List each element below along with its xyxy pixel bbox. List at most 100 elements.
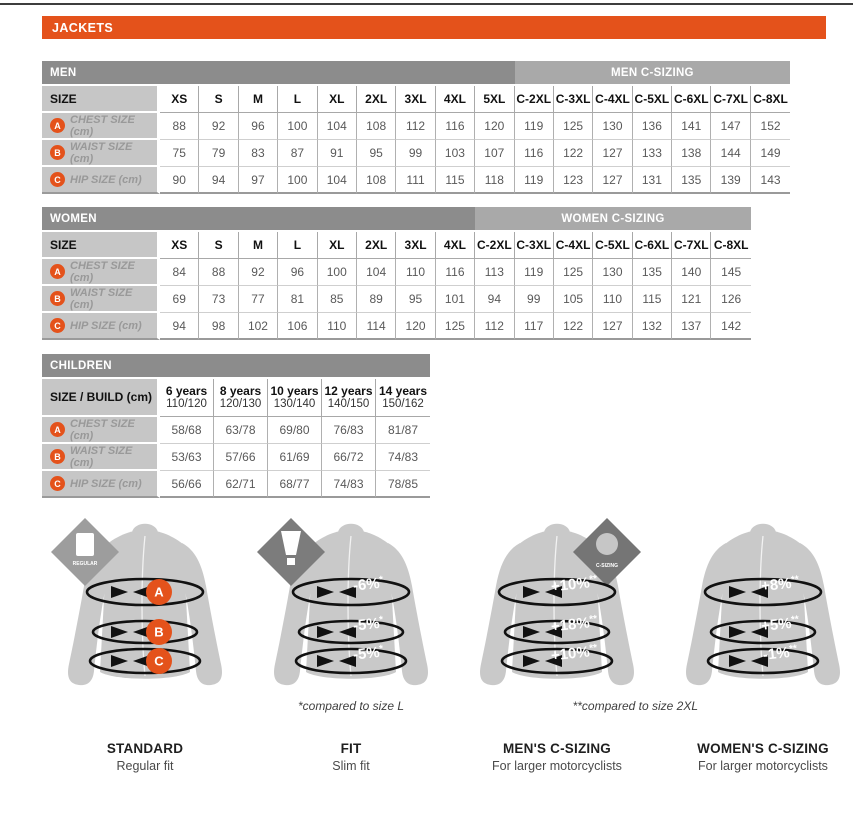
measure-label-text: WAIST SIZE (cm)	[70, 444, 133, 469]
figure-note: **compared to size 2XL	[572, 699, 698, 713]
size-value-cell: 144	[711, 140, 751, 167]
size-header: XS	[160, 232, 200, 259]
slim-fit-badge-icon	[257, 518, 325, 586]
size-value-cell: 57/66	[214, 444, 268, 471]
top-border-line	[0, 3, 853, 5]
size-value-cell: 135	[672, 167, 712, 194]
fit-delta-label: +10%**	[550, 643, 598, 665]
size-header: C-7XL	[711, 86, 751, 113]
size-value-cell: 95	[396, 286, 436, 313]
size-header: XL	[317, 86, 357, 113]
arrow-left-icon	[545, 655, 562, 667]
size-value-cell: 94	[160, 313, 200, 340]
svg-text:C-SIZING: C-SIZING	[596, 563, 618, 569]
fit-delta-label: -5%*	[352, 614, 384, 634]
size-value-cell: 108	[356, 113, 397, 140]
size-header: C-4XL	[553, 232, 594, 259]
size-value-cell: 95	[356, 140, 397, 167]
measure-badge-letter: B	[154, 625, 163, 640]
arrow-right-icon	[729, 586, 746, 598]
size-value-cell: 122	[553, 313, 594, 340]
measure-letter-badge: B	[50, 145, 65, 160]
arrow-right-icon	[111, 626, 128, 638]
size-value-cell: 83	[238, 140, 279, 167]
size-value-cell: 130	[593, 259, 633, 286]
size-header: C-4XL	[593, 86, 633, 113]
arrow-left-icon	[339, 655, 356, 667]
size-header: C-6XL	[672, 86, 712, 113]
size-value-cell: 97	[238, 167, 279, 194]
measure-ring	[703, 577, 823, 607]
size-build: 140/150	[327, 397, 370, 410]
measure-row-label: A CHEST SIZE (cm)	[42, 417, 160, 444]
figure-title: WOMEN'S C-SIZING	[697, 741, 829, 756]
size-value-cell: 135	[632, 259, 673, 286]
size-value-cell: 98	[199, 313, 239, 340]
arrow-right-icon	[317, 586, 334, 598]
size-column-header: SIZE / BUILD (cm)	[42, 379, 160, 417]
measure-row-label: C HIP SIZE (cm)	[42, 167, 160, 194]
arrow-right-icon	[523, 586, 540, 598]
size-value-cell: 79	[199, 140, 239, 167]
measure-row-label: B WAIST SIZE (cm)	[42, 444, 160, 471]
figure-note: *compared to size L	[297, 699, 405, 713]
size-value-cell: 90	[160, 167, 200, 194]
size-header: 10 years 130/140	[268, 379, 322, 417]
size-header: C-6XL	[632, 232, 673, 259]
measure-label-text: CHEST SIZE (cm)	[70, 259, 135, 284]
size-column-header: SIZE	[42, 86, 160, 113]
measure-ring	[503, 619, 611, 645]
table-csizing-title: WOMEN C-SIZING	[475, 207, 751, 232]
size-value-cell: 69/80	[268, 417, 322, 444]
jacket-figure-men-s-c-sizing: C-SIZING +10%** +18%** +10%**	[457, 514, 657, 697]
measure-ring	[709, 619, 817, 645]
size-header: 2XL	[356, 86, 397, 113]
measure-label-text: WAIST SIZE (cm)	[70, 286, 133, 311]
size-value-cell: 63/78	[214, 417, 268, 444]
size-value-cell: 140	[672, 259, 712, 286]
size-value-cell: 96	[278, 259, 318, 286]
measure-row-label: C HIP SIZE (cm)	[42, 313, 160, 340]
size-value-cell: 88	[160, 113, 200, 140]
size-value-cell: 113	[475, 259, 515, 286]
arrow-right-icon	[729, 655, 746, 667]
size-header: 14 years 150/162	[376, 379, 430, 417]
size-value-cell: 114	[356, 313, 397, 340]
size-tables: MEN MEN C-SIZING SIZE XS S M L XL 2XL 3XL 4XL 5XL C-…	[42, 61, 867, 498]
jacket-figure-fit: -6%* -5%* -5%*	[251, 514, 451, 697]
measure-badge	[146, 579, 172, 605]
size-value-cell: 74/83	[376, 444, 430, 471]
measure-label-text: WAIST SIZE (cm)	[70, 140, 133, 165]
size-header: C-8XL	[750, 86, 791, 113]
arrow-left-icon	[545, 586, 562, 598]
measure-letter-badge: A	[50, 118, 65, 133]
size-value-cell: 78/85	[376, 471, 430, 498]
size-value-cell: 105	[553, 286, 594, 313]
measure-ring	[706, 647, 820, 675]
measure-label-text: CHEST SIZE (cm)	[70, 417, 135, 442]
size-value-cell: 81/87	[376, 417, 430, 444]
measure-row-label: B WAIST SIZE (cm)	[42, 286, 160, 313]
size-value-cell: 118	[475, 167, 515, 194]
size-value-cell: 73	[199, 286, 239, 313]
fit-delta-label: +8%**	[760, 574, 800, 595]
size-header: C-3XL	[514, 232, 554, 259]
size-header: C-2XL	[514, 86, 554, 113]
arrow-left-icon	[339, 586, 356, 598]
measure-ring	[91, 619, 199, 645]
size-header: M	[238, 232, 279, 259]
size-build: 130/140	[273, 397, 316, 410]
size-value-cell: 103	[435, 140, 476, 167]
size-header: S	[199, 86, 239, 113]
size-header: M	[238, 86, 279, 113]
size-value-cell: 147	[711, 113, 751, 140]
size-header: XS	[160, 86, 200, 113]
size-header: 2XL	[356, 232, 397, 259]
size-value-cell: 116	[514, 140, 554, 167]
figure-subtitle: Regular fit	[116, 759, 174, 773]
size-header: C-5XL	[632, 86, 673, 113]
size-value-cell: 112	[396, 113, 436, 140]
fit-delta-label: +10%**	[550, 574, 598, 596]
size-value-cell: 102	[238, 313, 279, 340]
arrow-left-icon	[751, 626, 768, 638]
